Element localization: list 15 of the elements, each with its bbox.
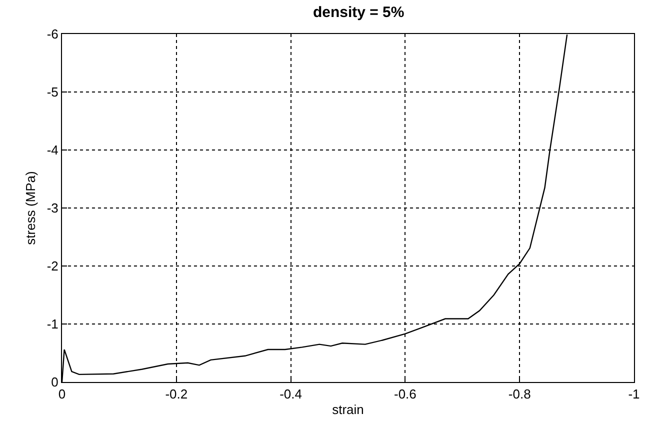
y-tick-label: 0 [51, 374, 58, 390]
y-tick-label: -5 [46, 84, 58, 100]
y-tick-label: -3 [46, 200, 58, 216]
y-tick-label: -6 [46, 26, 58, 42]
chart-title: density = 5% [312, 4, 404, 21]
y-tick-label: -2 [46, 258, 58, 274]
y-tick-label: -4 [46, 142, 58, 158]
y-tick-label: -1 [46, 316, 58, 332]
y-axis-title: stress (MPa) [22, 171, 38, 245]
x-tick-label: -0.2 [165, 386, 188, 402]
x-tick-label: -0.6 [394, 386, 416, 402]
x-tick-label: -0.4 [280, 386, 302, 402]
x-tick-label: -0.8 [508, 386, 531, 402]
x-tick-label: -1 [628, 386, 640, 402]
x-axis-title: strain [332, 402, 364, 418]
